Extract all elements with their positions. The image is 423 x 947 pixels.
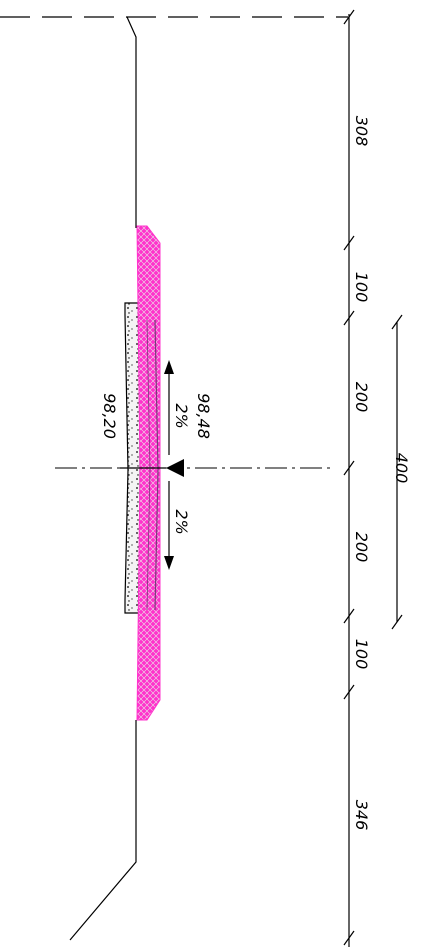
ground-profile-line-lower: [69, 720, 137, 941]
level-label-axis: 98,48: [194, 393, 213, 439]
dim-label-right-shoulder: 100: [352, 639, 371, 670]
dim-label-right-verge: 346: [352, 800, 371, 831]
dim-tick-0: [343, 9, 355, 25]
pavement-inner-line: [154, 319, 159, 611]
arrow-head-down-icon: [164, 556, 174, 570]
slope-label-right: 2%: [172, 509, 191, 534]
dim-tick-1: [343, 235, 355, 251]
dim-label-left-shoulder: 100: [352, 272, 371, 303]
concrete-slab: [124, 302, 141, 614]
slope-label-left: 2%: [172, 403, 191, 428]
dim-label-left-verge: 308: [352, 116, 371, 147]
dim-label-right-lane: 200: [352, 532, 371, 563]
ground-profile-line: [126, 16, 137, 228]
level-marker-icon: [166, 459, 184, 477]
carriageway-tick-bottom: [391, 614, 403, 630]
pavement-layers: [136, 225, 161, 721]
dim-label-carriageway: 400: [392, 453, 411, 484]
dim-tick-3: [343, 460, 355, 476]
arrow-head-up-icon: [164, 360, 174, 374]
dim-tick-5: [343, 684, 355, 700]
level-label-slab: 98,20: [100, 393, 119, 439]
dim-tick-2: [343, 310, 355, 326]
pavement-surface-line: [146, 319, 151, 611]
carriageway-tick-top: [391, 314, 403, 330]
dim-label-left-lane: 200: [352, 382, 371, 413]
dim-tick-6: [343, 930, 355, 946]
dim-tick-4: [343, 608, 355, 624]
